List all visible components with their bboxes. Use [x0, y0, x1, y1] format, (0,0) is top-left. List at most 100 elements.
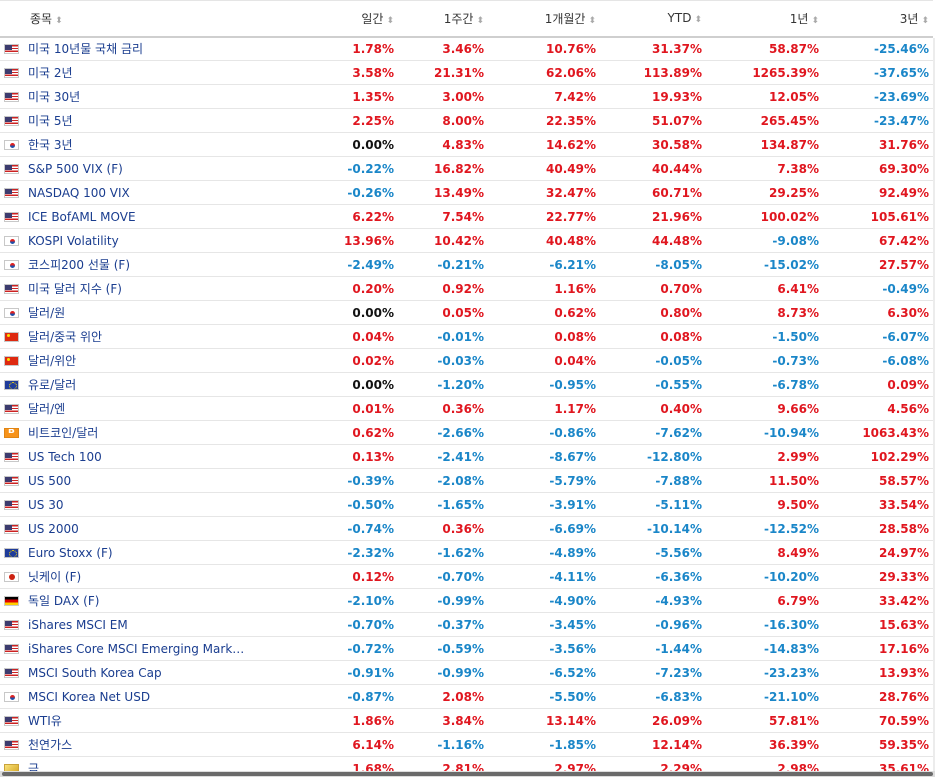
change-1week-cell: -0.01% [398, 324, 488, 349]
change-ytd-cell: -0.96% [600, 612, 706, 637]
change-1week-cell: 0.36% [398, 516, 488, 541]
instrument-link[interactable]: US 500 [28, 473, 72, 488]
instrument-link[interactable]: 달러/위안 [28, 354, 77, 368]
table-row[interactable]: iShares MSCI EM -0.70% -0.37% -3.45% -0.96% -… [0, 612, 933, 637]
column-header-name[interactable]: 종목 ⬍ [0, 0, 278, 38]
instrument-cell: 닛케이 (F) [0, 564, 278, 589]
header-row: 종목 ⬍ 일간 ⬍ 1주간 ⬍ 1개월간 ⬍ YTD ⬍ 1년 ⬍ 3년 ⬍ [0, 0, 933, 38]
instrument-link[interactable]: iShares MSCI EM [28, 617, 128, 632]
table-row[interactable]: 미국 2년 3.58% 21.31% 62.06% 113.89% 1265.39% -37… [0, 60, 933, 85]
change-3year-cell: -6.07% [823, 324, 933, 349]
column-header-1month[interactable]: 1개월간 ⬍ [488, 0, 600, 38]
table-row[interactable]: 미국 10년물 국채 금리 1.78% 3.46% 10.76% 31.37% 58.87… [0, 36, 933, 61]
table-row[interactable]: 달러/위안 0.02% -0.03% 0.04% -0.05% -0.73% -6.08% [0, 348, 933, 373]
change-ytd-cell: 21.96% [600, 204, 706, 229]
column-header-daily[interactable]: 일간 ⬍ [278, 0, 398, 38]
us-flag-icon [4, 523, 19, 534]
column-header-ytd[interactable]: YTD ⬍ [600, 0, 706, 38]
instrument-link[interactable]: WTI유 [28, 714, 62, 728]
us-flag-icon [4, 740, 19, 750]
change-3year-cell: -25.46% [823, 36, 933, 61]
change-ytd-cell: -6.36% [600, 564, 706, 589]
table-row[interactable]: 미국 달러 지수 (F) 0.20% 0.92% 1.16% 0.70% 6.41% -0.… [0, 276, 933, 301]
change-3year-cell: 4.56% [823, 396, 933, 421]
table-row[interactable]: 유로/달러 0.00% -1.20% -0.95% -0.55% -6.78% 0.09% [0, 372, 933, 397]
change-3year-cell: 6.30% [823, 300, 933, 325]
instrument-cell: NASDAQ 100 VIX [0, 180, 278, 205]
instrument-link[interactable]: 한국 3년 [28, 138, 73, 152]
change-1month-cell: -3.91% [488, 492, 600, 517]
instrument-link[interactable]: 달러/중국 위안 [28, 330, 103, 344]
instrument-link[interactable]: ICE BofAML MOVE [28, 209, 136, 224]
table-row[interactable]: MSCI South Korea Cap -0.91% -0.99% -6.52% -7… [0, 660, 933, 685]
instrument-link[interactable]: US 2000 [28, 521, 79, 536]
table-row[interactable]: MSCI Korea Net USD -0.87% 2.08% -5.50% -6.83… [0, 684, 933, 709]
table-row[interactable]: Euro Stoxx (F) -2.32% -1.62% -4.89% -5.56% 8.… [0, 540, 933, 565]
instrument-link[interactable]: US Tech 100 [28, 449, 102, 464]
change-daily-cell: 1.86% [278, 708, 398, 733]
instrument-link[interactable]: 천연가스 [28, 738, 73, 752]
change-1month-cell: -4.89% [488, 540, 600, 565]
change-1year-cell: 57.81% [706, 708, 823, 733]
instrument-cell: KOSPI Volatility [0, 228, 278, 253]
table-row[interactable]: NASDAQ 100 VIX -0.26% 13.49% 32.47% 60.71% 29… [0, 180, 933, 205]
table-row[interactable]: 달러/엔 0.01% 0.36% 1.17% 0.40% 9.66% 4.56% [0, 396, 933, 421]
instrument-link[interactable]: MSCI South Korea Cap [28, 665, 162, 680]
instrument-link[interactable]: NASDAQ 100 VIX [28, 185, 130, 200]
column-header-3year[interactable]: 3년 ⬍ [823, 0, 933, 38]
change-1year-cell: -12.52% [706, 516, 823, 541]
kr-flag-icon [4, 235, 19, 246]
instrument-link[interactable]: 미국 달러 지수 (F) [28, 282, 122, 296]
change-1week-cell: 0.36% [398, 396, 488, 421]
instrument-link[interactable]: MSCI Korea Net USD [28, 689, 151, 704]
instrument-link[interactable]: 달러/원 [28, 306, 66, 320]
table-row[interactable]: US 30 -0.50% -1.65% -3.91% -5.11% 9.50% 33.54% [0, 492, 933, 517]
table-row[interactable]: 달러/원 0.00% 0.05% 0.62% 0.80% 8.73% 6.30% [0, 300, 933, 325]
table-row[interactable]: 천연가스 6.14% -1.16% -1.85% 12.14% 36.39% 59.35% [0, 732, 933, 757]
table-row[interactable]: 코스피200 선물 (F) -2.49% -0.21% -6.21% -8.05% -15… [0, 252, 933, 277]
instrument-link[interactable]: US 30 [28, 497, 64, 512]
instrument-link[interactable]: iShares Core MSCI Emerging Mark… [28, 641, 245, 656]
table-row[interactable]: 닛케이 (F) 0.12% -0.70% -4.11% -6.36% -10.20% 29.… [0, 564, 933, 589]
table-row[interactable]: WTI유 1.86% 3.84% 13.14% 26.09% 57.81% 70.59% [0, 708, 933, 733]
instrument-link[interactable]: 유로/달러 [28, 378, 77, 392]
instrument-link[interactable]: 닛케이 (F) [28, 570, 82, 584]
change-1month-cell: 1.16% [488, 276, 600, 301]
change-1month-cell: -5.79% [488, 468, 600, 493]
horizontal-scrollbar-thumb[interactable] [2, 772, 933, 776]
change-1week-cell: -0.59% [398, 636, 488, 661]
instrument-link[interactable]: 미국 2년 [28, 66, 73, 80]
change-1month-cell: 13.14% [488, 708, 600, 733]
instrument-link[interactable]: S&P 500 VIX (F) [28, 161, 123, 176]
vertical-scrollbar[interactable] [933, 38, 935, 777]
instrument-link[interactable]: 비트코인/달러 [28, 426, 99, 440]
change-1month-cell: -5.50% [488, 684, 600, 709]
table-row[interactable]: 미국 5년 2.25% 8.00% 22.35% 51.07% 265.45% -23.47… [0, 108, 933, 133]
column-label: 1주간 [443, 11, 474, 26]
instrument-link[interactable]: 코스피200 선물 (F) [28, 258, 130, 272]
table-row[interactable]: 달러/중국 위안 0.04% -0.01% 0.08% 0.08% -1.50% -6.07… [0, 324, 933, 349]
table-row[interactable]: iShares Core MSCI Emerging Mark… -0.72% -0… [0, 636, 933, 661]
instrument-link[interactable]: 미국 10년물 국채 금리 [28, 42, 144, 57]
instrument-link[interactable]: 미국 5년 [28, 114, 73, 128]
change-daily-cell: 0.12% [278, 564, 398, 589]
table-row[interactable]: US Tech 100 0.13% -2.41% -8.67% -12.80% 2.99%… [0, 444, 933, 469]
table-row[interactable]: S&P 500 VIX (F) -0.22% 16.82% 40.49% 40.44% 7… [0, 156, 933, 181]
instrument-link[interactable]: KOSPI Volatility [28, 233, 119, 248]
instrument-cell: 미국 10년물 국채 금리 [0, 36, 278, 61]
table-row[interactable]: 미국 30년 1.35% 3.00% 7.42% 19.93% 12.05% -23.69% [0, 84, 933, 109]
table-row[interactable]: US 2000 -0.74% 0.36% -6.69% -10.14% -12.52% 28… [0, 516, 933, 541]
instrument-link[interactable]: Euro Stoxx (F) [28, 545, 113, 560]
column-header-1year[interactable]: 1년 ⬍ [706, 0, 823, 38]
table-row[interactable]: 독일 DAX (F) -2.10% -0.99% -4.90% -4.93% 6.79% 3… [0, 588, 933, 613]
change-daily-cell: 6.14% [278, 732, 398, 757]
instrument-link[interactable]: 독일 DAX (F) [28, 594, 100, 608]
table-row[interactable]: 비트코인/달러 0.62%-2.66%-0.86%-7.62%-10.94%106… [0, 420, 933, 445]
instrument-link[interactable]: 달러/엔 [28, 402, 66, 416]
table-row[interactable]: ICE BofAML MOVE 6.22% 7.54% 22.77% 21.96% 100… [0, 204, 933, 229]
column-header-1week[interactable]: 1주간 ⬍ [398, 0, 488, 38]
table-row[interactable]: KOSPI Volatility 13.96% 10.42% 40.48% 44.48%… [0, 228, 933, 253]
table-row[interactable]: US 500 -0.39% -2.08% -5.79% -7.88% 11.50% 58.5… [0, 468, 933, 493]
instrument-link[interactable]: 미국 30년 [28, 90, 81, 104]
table-row[interactable]: 한국 3년 0.00% 4.83% 14.62% 30.58% 134.87% 31.76% [0, 132, 933, 157]
